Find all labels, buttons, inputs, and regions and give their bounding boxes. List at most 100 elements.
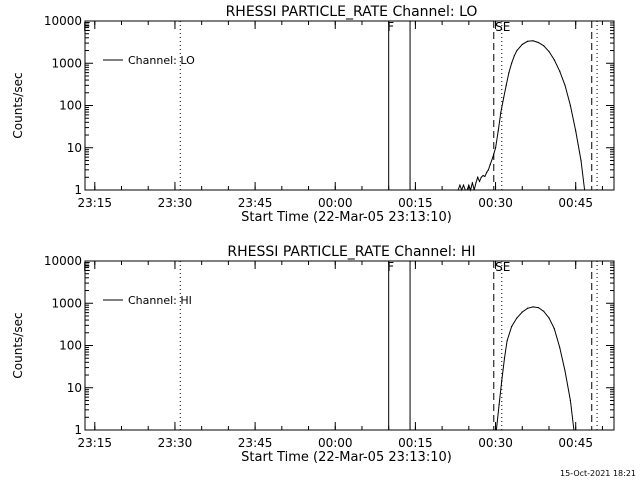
- data-point: [573, 429, 575, 431]
- data-point: [501, 379, 503, 381]
- x-tick-label: 23:15: [77, 436, 112, 450]
- data-point: [505, 84, 507, 86]
- data-point: [543, 310, 545, 312]
- data-point: [575, 130, 577, 132]
- y-tick-label: 1: [74, 183, 82, 197]
- flag-label: F: [387, 20, 394, 34]
- y-tick-label: 10: [67, 141, 82, 155]
- data-point: [495, 429, 498, 431]
- y-tick-label: 10000: [44, 254, 82, 268]
- x-tick-label: 00:15: [398, 196, 433, 210]
- x-axis-title: Start Time (22-Mar-05 23:13:10): [241, 210, 452, 225]
- data-point: [584, 189, 586, 191]
- data-point: [569, 104, 571, 107]
- x-axis-title: Start Time (22-Mar-05 23:13:10): [241, 450, 452, 465]
- data-point: [470, 189, 472, 191]
- x-tick-label: 23:15: [77, 196, 112, 210]
- data-point: [478, 180, 481, 182]
- y-tick-label: 1000: [51, 296, 82, 310]
- data-point: [475, 181, 477, 184]
- data-point: [510, 62, 513, 64]
- data-point: [548, 50, 550, 53]
- data-point: [480, 176, 482, 178]
- data-point: [543, 45, 545, 47]
- x-tick-label: 00:15: [398, 436, 433, 450]
- data-point: [464, 189, 466, 191]
- data-point: [513, 55, 515, 57]
- chart-panel: RHESSI PARTICLE_RATE Channel: LO 1 10 100 10…: [11, 4, 615, 225]
- series-line: [495, 306, 575, 431]
- y-axis-title: Counts/sec: [11, 312, 25, 378]
- data-point: [457, 189, 459, 191]
- data-point: [506, 340, 508, 342]
- x-tick-label: 23:30: [158, 196, 193, 210]
- data-point: [559, 346, 561, 349]
- legend-label: Channel: HI: [128, 294, 192, 307]
- y-tick-label: 100: [59, 339, 82, 353]
- data-point: [537, 41, 539, 44]
- data-point: [521, 43, 523, 45]
- footer-timestamp: 15-Oct-2021 18:21: [560, 469, 636, 478]
- data-point: [553, 59, 555, 61]
- data-point: [548, 317, 550, 319]
- data-point: [559, 70, 561, 72]
- data-point: [482, 174, 484, 177]
- x-tick-label: 00:30: [478, 196, 513, 210]
- y-tick-label: 10: [67, 381, 82, 395]
- data-point: [484, 175, 486, 177]
- data-point: [502, 97, 505, 99]
- series-line: [457, 40, 586, 192]
- x-tick-label: 00:30: [478, 436, 513, 450]
- data-point: [569, 399, 571, 402]
- data-point: [477, 176, 479, 178]
- data-point: [516, 49, 518, 52]
- edge-flag-label: E: [83, 260, 91, 274]
- data-point: [471, 181, 473, 184]
- data-point: [498, 403, 500, 406]
- data-point: [516, 317, 518, 319]
- data-point: [564, 370, 566, 372]
- y-tick-label: 1000: [51, 56, 82, 70]
- flag-label: F: [387, 260, 394, 274]
- plot-frame: [84, 20, 615, 191]
- data-point: [508, 72, 510, 74]
- x-tick-label: 23:45: [238, 196, 273, 210]
- x-tick-label: 00:00: [318, 436, 353, 450]
- data-point: [510, 326, 513, 328]
- y-tick-label: 10000: [44, 14, 82, 28]
- data-point: [527, 40, 529, 42]
- data-point: [521, 311, 523, 313]
- data-point: [532, 40, 534, 42]
- data-point: [503, 357, 506, 359]
- data-point: [462, 184, 465, 186]
- chart-title: RHESSI PARTICLE_RATE Channel: LO: [226, 4, 478, 20]
- data-point: [489, 163, 491, 166]
- y-tick-label: 100: [59, 99, 82, 113]
- data-point: [487, 169, 490, 171]
- edge-flag-label: E: [83, 20, 91, 34]
- data-point: [532, 306, 534, 308]
- data-point: [553, 328, 555, 330]
- legend-label: Channel: LO: [128, 54, 195, 67]
- x-tick-label: 00:00: [318, 196, 353, 210]
- data-point: [537, 306, 539, 309]
- data-point: [473, 189, 475, 191]
- x-tick-label: 00:45: [558, 436, 593, 450]
- data-point: [497, 130, 499, 132]
- x-tick-label: 00:45: [558, 196, 593, 210]
- y-tick-label: 1: [74, 423, 82, 437]
- chart-panel: RHESSI PARTICLE_RATE Channel: HI 1 10 100 10…: [11, 244, 615, 465]
- flag-label: SE: [495, 260, 510, 274]
- y-axis-title: Counts/sec: [11, 72, 25, 138]
- flag-label: SE: [495, 20, 510, 34]
- data-point: [564, 84, 566, 86]
- data-point: [468, 184, 470, 186]
- data-point: [486, 171, 488, 174]
- x-tick-label: 23:30: [158, 436, 193, 450]
- chart-title: RHESSI PARTICLE_RATE Channel: HI: [227, 244, 475, 260]
- x-tick-label: 23:45: [238, 436, 273, 450]
- data-point: [466, 189, 468, 191]
- data-point: [494, 147, 497, 149]
- data-point: [461, 189, 463, 191]
